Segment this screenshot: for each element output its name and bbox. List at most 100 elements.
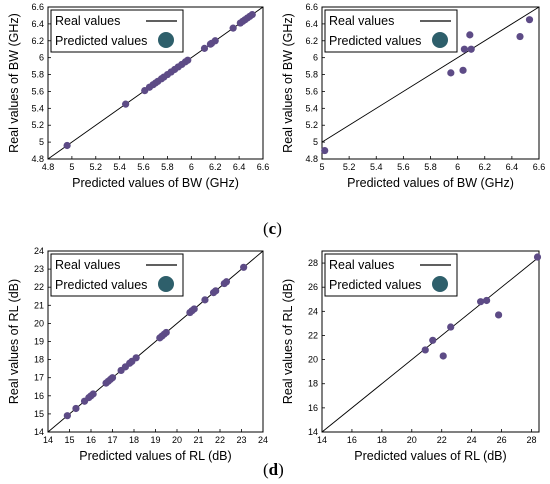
chart4-data-point	[429, 336, 437, 344]
chart4-data-point	[477, 298, 485, 306]
chart1-y-tick-label: 6	[39, 53, 44, 63]
chart4-y-tick-label: 22	[308, 330, 318, 340]
chart1-x-tick-label: 6.4	[233, 162, 246, 172]
chart2-data-point	[459, 66, 467, 74]
chart4-legend-label-line: Real values	[329, 258, 394, 272]
chart3-x-tick-label: 20	[172, 435, 182, 445]
chart2-data-point	[321, 146, 329, 155]
chart4-y-axis-label: Real values of RL (dB)	[281, 279, 295, 404]
scatter-chart-rl-training: 14 15 16 17 18 19 20 21 22 23 24 14 15 16 17 18 19 20 21 22…	[7, 246, 268, 463]
chart3-data-point	[132, 354, 140, 362]
chart1-data-point	[184, 56, 192, 64]
chart2-y-tick-label: 5.2	[305, 120, 318, 130]
chart2-data-point	[447, 69, 455, 77]
chart3-y-tick-label: 19	[34, 337, 44, 347]
panel-label-c: (c)	[263, 219, 282, 238]
chart2-x-tick-label: 5.6	[397, 162, 410, 172]
chart3-y-tick-label: 22	[34, 282, 44, 292]
chart4-x-tick-label: 14	[317, 435, 327, 445]
chart3-x-tick-label: 15	[64, 435, 74, 445]
chart1-x-tick-label: 6.2	[209, 162, 222, 172]
chart4-y-tick-label: 16	[308, 403, 318, 413]
chart4-legend-label-marker: Predicted values	[329, 278, 421, 292]
chart4-x-tick-label: 24	[467, 435, 477, 445]
chart3-data-point	[63, 412, 71, 420]
chart1-legend-marker-swatch	[158, 32, 174, 48]
chart2-y-tick-label: 5.8	[305, 70, 318, 80]
chart2-x-axis-label: Predicted values of BW (GHz)	[347, 176, 514, 190]
chart2-y-tick-label: 6.4	[305, 19, 318, 29]
chart4-x-tick-label: 28	[527, 435, 537, 445]
chart2-y-tick-label: 5.6	[305, 86, 318, 96]
chart1-y-tick-label: 5.6	[31, 86, 44, 96]
chart1-legend-label-marker: Predicted values	[55, 34, 147, 48]
chart2-y-tick-label: 6	[313, 53, 318, 63]
chart3-x-axis-label: Predicted values of RL (dB)	[79, 449, 231, 463]
chart2-x-tick-label: 5.4	[370, 162, 383, 172]
chart1-y-tick-label: 5.4	[31, 103, 44, 113]
chart1-x-tick-label: 5.4	[113, 162, 126, 172]
chart2-reference-line	[321, 6, 540, 143]
scatter-chart-bw-testing: 5 5.2 5.4 5.6 5.8 6 6.2 6.4 6.64.855.25.45.65.86…	[281, 2, 545, 190]
chart1-x-tick-label: 5.2	[90, 162, 103, 172]
chart1-data-point	[229, 24, 237, 32]
chart2-x-tick-label: 5.2	[343, 162, 356, 172]
chart1-y-axis-label: Real values of BW (GHz)	[7, 13, 21, 153]
chart2-data-point	[460, 45, 469, 53]
chart1-y-tick-label: 6.6	[31, 2, 44, 12]
chart1-x-tick-label: 6.6	[257, 162, 270, 172]
chart3-y-tick-label: 21	[34, 300, 44, 310]
chart4-x-tick-label: 16	[347, 435, 357, 445]
chart3-x-tick-label: 14	[43, 435, 53, 445]
chart1-x-axis-label: Predicted values of BW (GHz)	[72, 176, 239, 190]
chart1-y-tick-label: 5.8	[31, 70, 44, 80]
chart1-y-tick-label: 5.2	[31, 120, 44, 130]
chart4-x-tick-label: 22	[437, 435, 447, 445]
chart3-x-tick-label: 21	[193, 435, 203, 445]
chart2-data-point	[466, 31, 474, 39]
chart3-y-tick-label: 16	[34, 391, 44, 401]
chart1-x-tick-label: 4.8	[42, 162, 55, 172]
chart4-data-point	[447, 323, 455, 331]
scatter-chart-rl-testing: 14 16 18 20 22 24 26 28 14 16 18 20 22 24 26 28 Predicte…	[281, 250, 542, 463]
chart4-plot-frame	[321, 250, 540, 433]
chart3-y-tick-label: 17	[34, 373, 44, 383]
chart3-data-point	[201, 296, 209, 304]
chart1-y-tick-label: 5	[39, 137, 44, 147]
chart2-y-axis-label: Real values of BW (GHz)	[281, 13, 295, 153]
chart2-y-tick-label: 5	[313, 137, 318, 147]
chart1-data-point	[200, 44, 209, 52]
chart1-x-tick-label: 6	[189, 162, 194, 172]
chart4-data-point	[483, 296, 491, 305]
chart4-legend-marker-swatch	[432, 276, 448, 292]
chart2-y-tick-label: 6.2	[305, 36, 318, 46]
chart3-data-point	[108, 374, 117, 382]
chart2-x-tick-label: 5.8	[424, 162, 437, 172]
chart2-y-tick-label: 4.8	[305, 154, 318, 164]
chart2-data-point	[467, 45, 475, 53]
chart1-y-tick-label: 6.4	[31, 19, 44, 29]
chart2-y-tick-label: 6.6	[305, 2, 318, 12]
chart3-y-tick-label: 23	[34, 264, 44, 274]
chart4-x-tick-label: 18	[377, 435, 387, 445]
chart2-legend-label-line: Real values	[329, 14, 394, 28]
chart1-y-tick-label: 6.2	[31, 36, 44, 46]
chart3-y-tick-label: 15	[34, 409, 44, 419]
chart3-y-axis-label: Real values of RL (dB)	[7, 279, 21, 404]
chart4-y-tick-label: 20	[308, 355, 318, 365]
panel-label-d: (d)	[263, 460, 284, 479]
chart3-x-tick-label: 19	[150, 435, 160, 445]
chart3-y-tick-label: 14	[34, 427, 44, 437]
chart3-data-point	[162, 328, 170, 337]
chart4-data-point	[494, 311, 503, 319]
chart1-y-tick-label: 4.8	[31, 154, 44, 164]
chart3-data-point	[190, 305, 198, 313]
chart4-y-tick-label: 26	[308, 282, 318, 292]
chart2-legend-marker-swatch	[432, 32, 448, 48]
chart1-x-tick-label: 5.8	[161, 162, 174, 172]
chart3-data-point	[240, 263, 248, 271]
chart3-data-point	[72, 404, 80, 413]
chart3-legend-marker-swatch	[158, 276, 174, 292]
chart3-y-tick-label: 20	[34, 318, 44, 328]
chart3-x-tick-label: 17	[107, 435, 117, 445]
